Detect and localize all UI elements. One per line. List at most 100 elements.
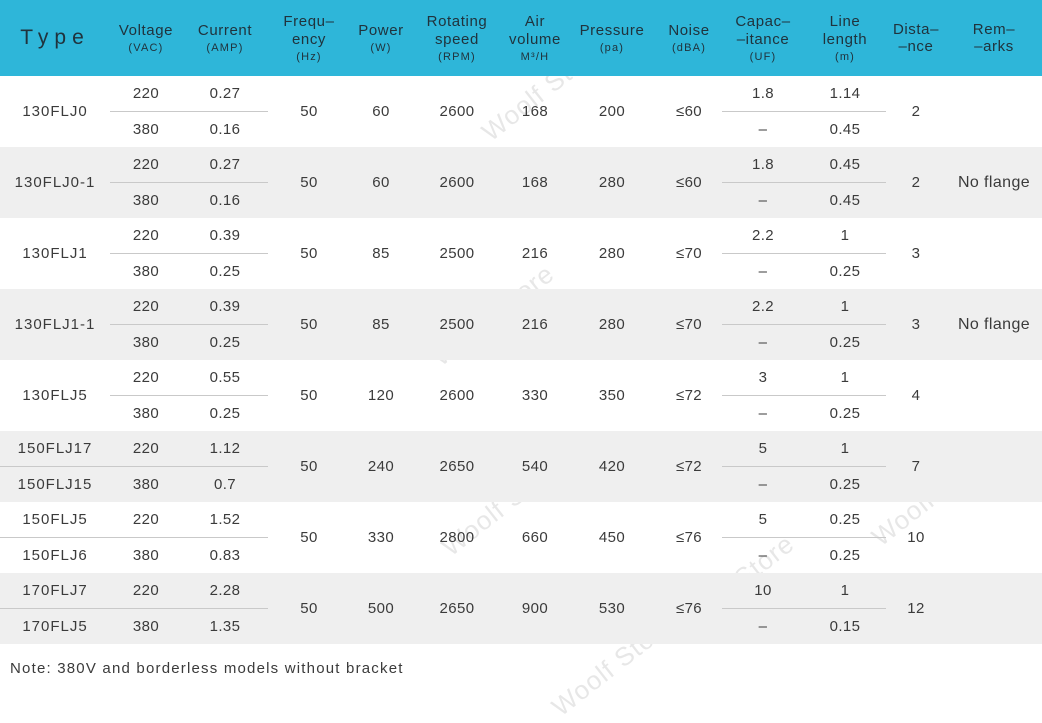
cell-voltage: 220 380 (110, 76, 182, 147)
cell-pressure: 350 (598, 387, 626, 404)
header-distance: Dista– –nce (892, 20, 940, 55)
cell-noise: ≤72 (675, 458, 703, 475)
table-row: 150FLJ17 150FLJ15 220 380 1.12 0.7 50 240 2… (0, 431, 1042, 502)
cell-voltage: 220 380 (110, 289, 182, 360)
cell-distance: 3 (911, 245, 921, 262)
cell-noise: ≤70 (675, 316, 703, 333)
cell-distance: 3 (911, 316, 921, 333)
cell-noise: ≤70 (675, 245, 703, 262)
cell-current: 1.12 0.7 (182, 431, 268, 502)
cell-current: 0.39 0.25 (182, 218, 268, 289)
cell-rotating-speed: 2650 (439, 600, 475, 617)
cell-remarks (946, 76, 1042, 147)
cell-type: 130FLJ5 (22, 387, 88, 404)
header-type: Type (20, 25, 90, 49)
cell-current: 0.27 0.16 (182, 76, 268, 147)
cell-pressure: 530 (598, 600, 626, 617)
table-row: 150FLJ5 150FLJ6 220 380 1.52 0.83 50 330 28… (0, 502, 1042, 573)
cell-rotating-speed: 2500 (439, 316, 475, 333)
cell-power: 60 (372, 103, 390, 120)
cell-distance: 12 (907, 600, 925, 617)
cell-voltage: 220 380 (110, 147, 182, 218)
cell-air-volume: 216 (521, 316, 549, 333)
table-row: 130FLJ5 220 380 0.55 0.25 50 120 2600 330 … (0, 360, 1042, 431)
cell-frequency: 50 (300, 174, 318, 191)
cell-current: 0.27 0.16 (182, 147, 268, 218)
cell-remarks: No flange (957, 173, 1031, 191)
cell-air-volume: 168 (521, 103, 549, 120)
cell-capacitance: 10– (722, 573, 804, 644)
cell-frequency: 50 (300, 316, 318, 333)
cell-voltage: 220 380 (110, 360, 182, 431)
cell-remarks (946, 502, 1042, 573)
cell-voltage: 220 380 (110, 431, 182, 502)
header-air-volume: Air volume M³/H (509, 13, 561, 63)
cell-current: 0.39 0.25 (182, 289, 268, 360)
header-remarks: Rem– –arks (972, 20, 1016, 55)
cell-capacitance: 1.8– (722, 147, 804, 218)
cell-noise: ≤76 (675, 529, 703, 546)
cell-line-length: 1 0.25 (804, 431, 886, 502)
cell-power: 60 (372, 174, 390, 191)
table-row: 130FLJ0 220 380 0.27 0.16 50 60 2600 168 2… (0, 76, 1042, 147)
cell-remarks: No flange (957, 315, 1031, 333)
cell-line-length: 1 0.25 (804, 289, 886, 360)
header-noise: Noise (dBA) (668, 21, 710, 55)
cell-pressure: 280 (598, 174, 626, 191)
cell-line-length: 1 0.25 (804, 360, 886, 431)
cell-noise: ≤60 (675, 174, 703, 191)
cell-remarks (946, 573, 1042, 644)
cell-pressure: 420 (598, 458, 626, 475)
cell-air-volume: 216 (521, 245, 549, 262)
cell-type: 130FLJ0 (22, 103, 88, 120)
cell-frequency: 50 (300, 600, 318, 617)
cell-capacitance: 3– (722, 360, 804, 431)
header-rotating-speed: Rotating speed (RPM) (426, 13, 488, 63)
cell-distance: 10 (907, 529, 925, 546)
spec-table: Type Voltage (VAC) Current (AMP) Frequ– en… (0, 0, 1042, 677)
cell-distance: 7 (911, 458, 921, 475)
cell-rotating-speed: 2600 (439, 387, 475, 404)
cell-type: 170FLJ7 170FLJ5 (0, 573, 110, 644)
cell-type: 130FLJ1-1 (14, 316, 96, 333)
cell-capacitance: 5– (722, 502, 804, 573)
cell-type: 150FLJ17 150FLJ15 (0, 431, 110, 502)
cell-frequency: 50 (300, 458, 318, 475)
cell-line-length: 1 0.15 (804, 573, 886, 644)
cell-type: 130FLJ0-1 (14, 174, 96, 191)
header-pressure: Pressure (pa) (579, 21, 645, 55)
header-current: Current (AMP) (197, 21, 253, 55)
cell-current: 2.28 1.35 (182, 573, 268, 644)
cell-air-volume: 900 (521, 600, 549, 617)
cell-air-volume: 168 (521, 174, 549, 191)
cell-capacitance: 5– (722, 431, 804, 502)
cell-power: 120 (367, 387, 395, 404)
cell-air-volume: 330 (521, 387, 549, 404)
table-row: 130FLJ0-1 220 380 0.27 0.16 50 60 2600 168… (0, 147, 1042, 218)
table-row: 130FLJ1 220 380 0.39 0.25 50 85 2500 216 2… (0, 218, 1042, 289)
cell-type: 150FLJ5 150FLJ6 (0, 502, 110, 573)
table-header: Type Voltage (VAC) Current (AMP) Frequ– en… (0, 0, 1042, 76)
header-capacitance: Capac– –itance (UF) (735, 13, 791, 63)
cell-distance: 4 (911, 387, 921, 404)
cell-capacitance: 2.2– (722, 289, 804, 360)
cell-voltage: 220 380 (110, 573, 182, 644)
cell-frequency: 50 (300, 387, 318, 404)
cell-remarks (946, 431, 1042, 502)
cell-frequency: 50 (300, 245, 318, 262)
cell-capacitance: 2.2– (722, 218, 804, 289)
cell-rotating-speed: 2650 (439, 458, 475, 475)
cell-line-length: 0.25 0.25 (804, 502, 886, 573)
table-row: 170FLJ7 170FLJ5 220 380 2.28 1.35 50 500 26… (0, 573, 1042, 644)
header-line-length: Line length (m) (822, 13, 868, 63)
cell-air-volume: 540 (521, 458, 549, 475)
cell-rotating-speed: 2800 (439, 529, 475, 546)
cell-power: 85 (372, 245, 390, 262)
cell-current: 0.55 0.25 (182, 360, 268, 431)
table-row: 130FLJ1-1 220 380 0.39 0.25 50 85 2500 216… (0, 289, 1042, 360)
header-power: Power (W) (358, 21, 404, 55)
cell-capacitance: 1.8– (722, 76, 804, 147)
cell-frequency: 50 (300, 529, 318, 546)
cell-remarks (946, 218, 1042, 289)
cell-noise: ≤60 (675, 103, 703, 120)
